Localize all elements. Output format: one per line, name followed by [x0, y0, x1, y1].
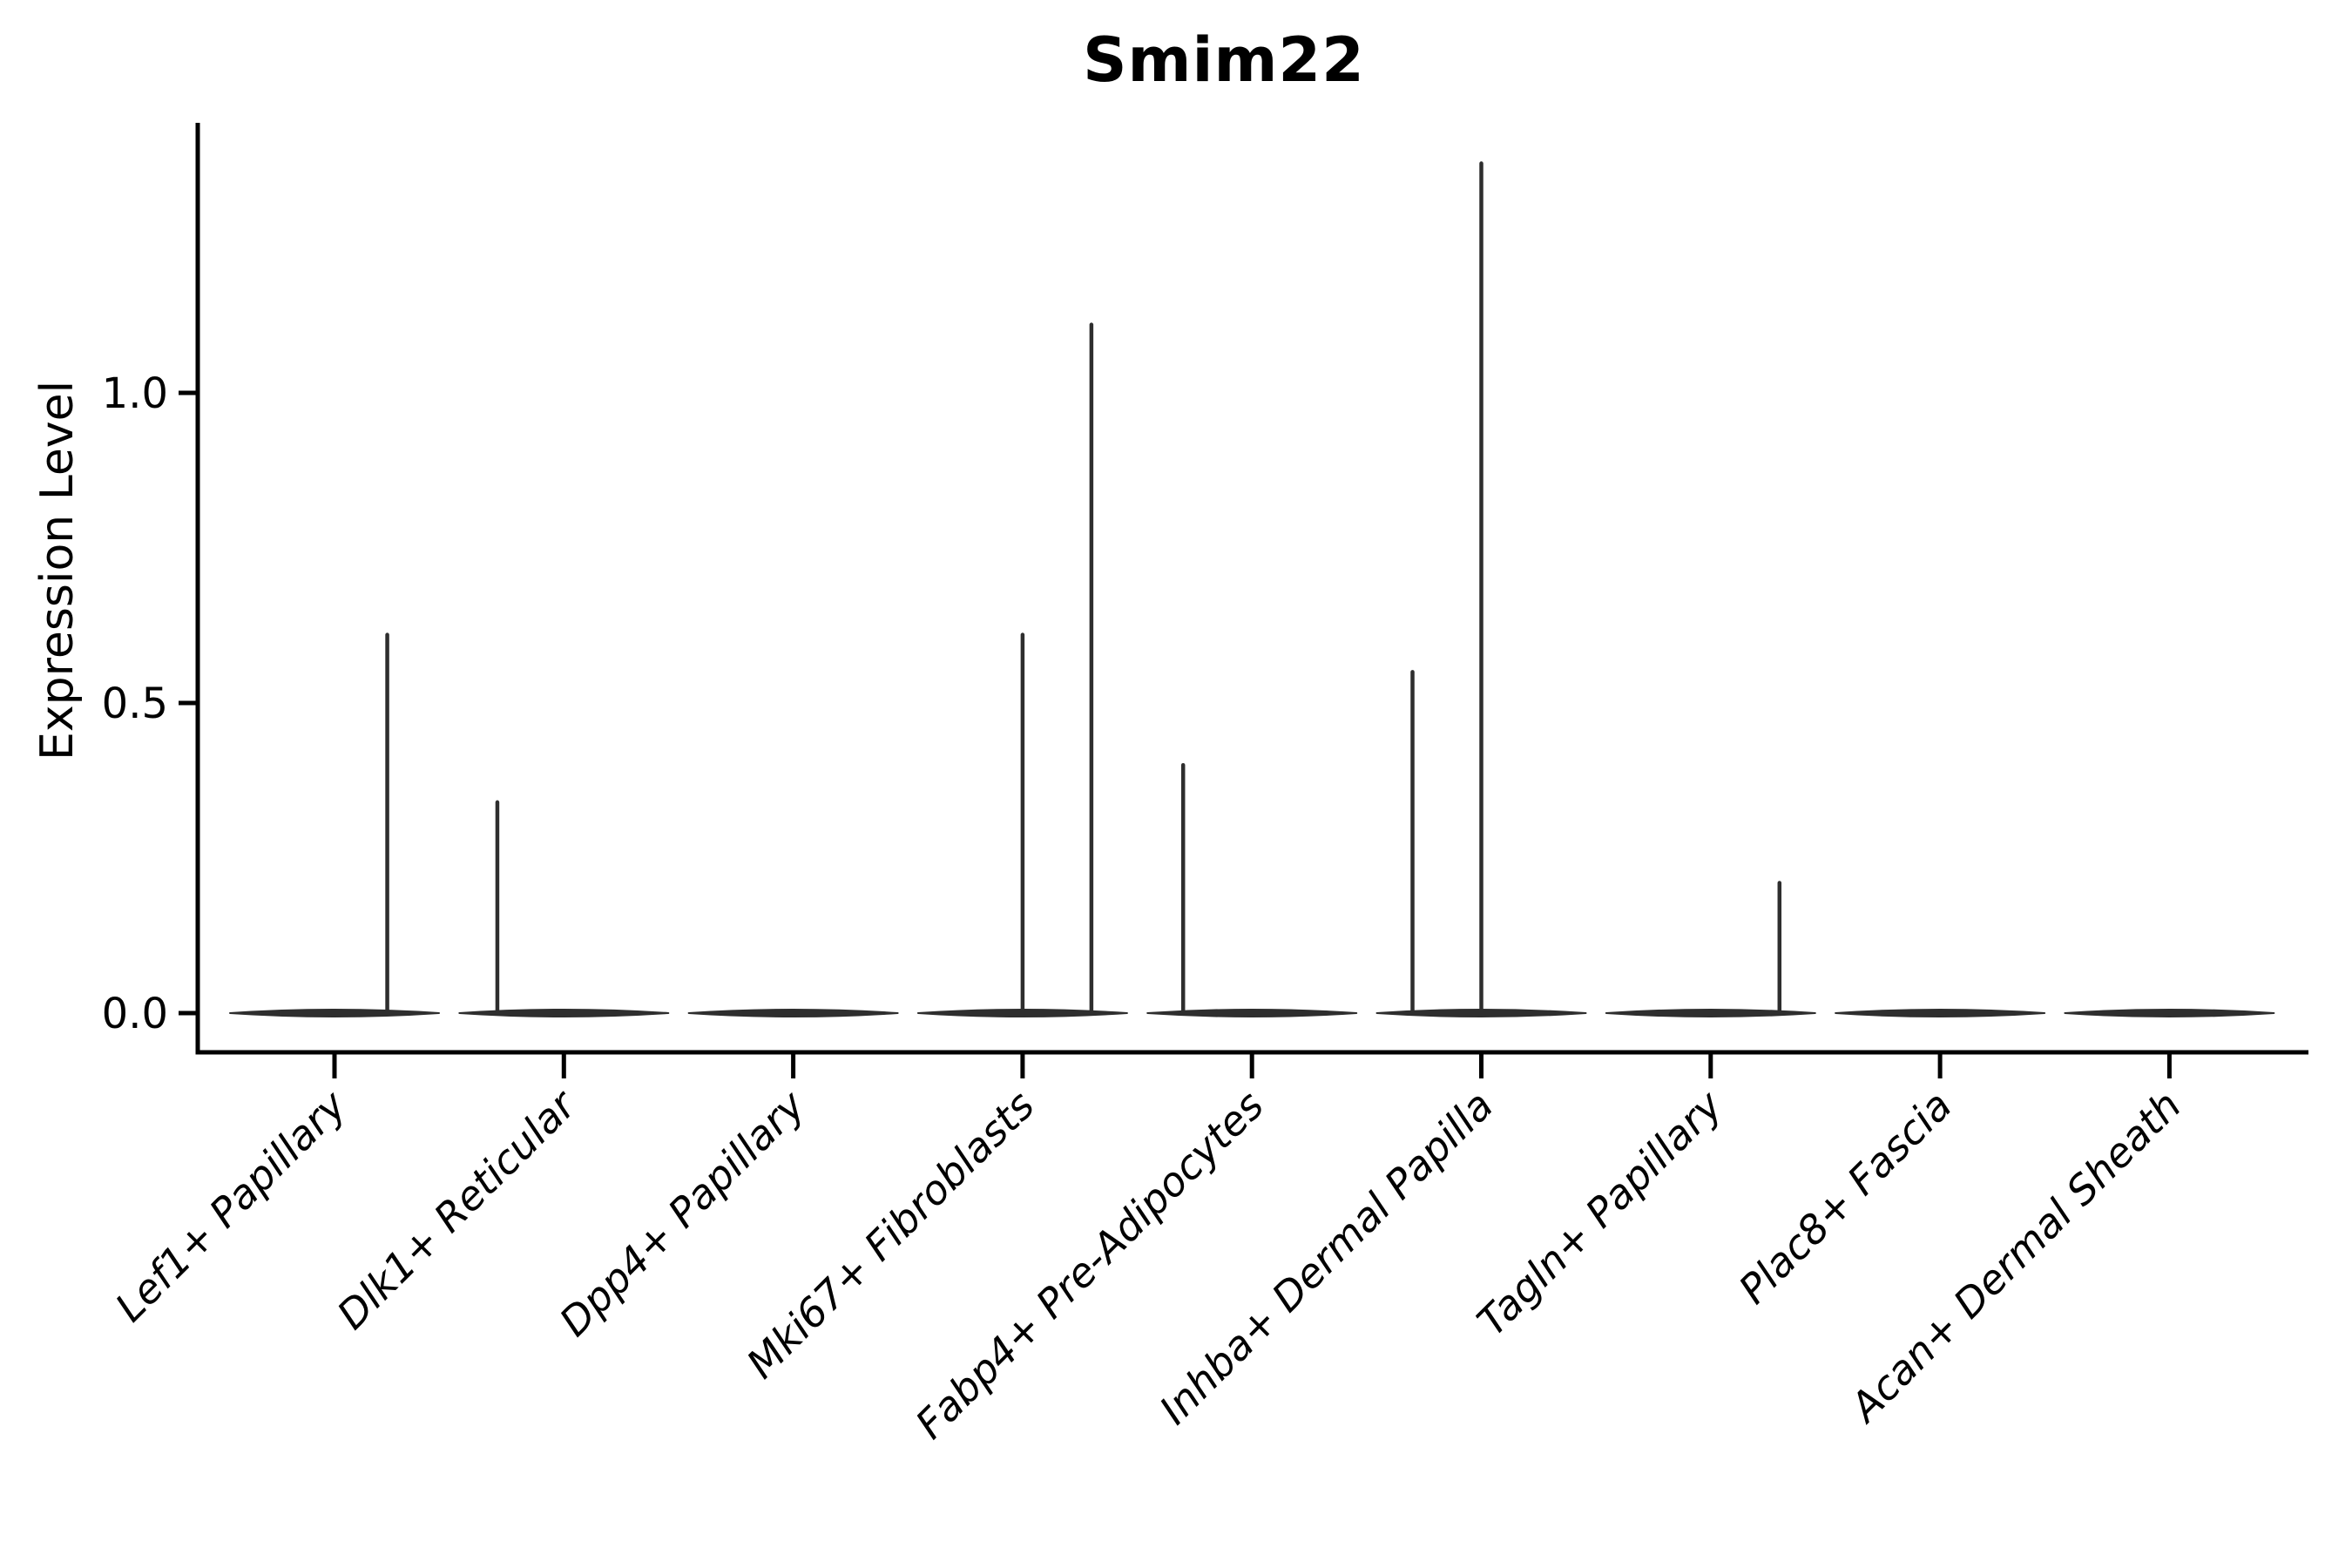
violin-zero-band [2064, 1009, 2275, 1017]
y-tick-label: 0.0 [102, 990, 168, 1038]
violin-zero-band [458, 1009, 670, 1017]
violin-zero-band [687, 1009, 899, 1017]
violin-zero-band [1835, 1009, 2046, 1017]
x-tick-label: Tagln+ Papillary [1468, 1081, 1732, 1345]
chart-title: Smim22 [1083, 24, 1365, 96]
violin-zero-band [1146, 1009, 1358, 1017]
y-tick-label: 1.0 [102, 369, 168, 418]
x-tick-label: Dlk1+ Reticular [328, 1079, 586, 1338]
x-tick-label: Dpp4+ Papillary [551, 1081, 814, 1345]
x-tick-label: Lef1+ Papillary [106, 1081, 355, 1330]
violin-zero-band [1605, 1009, 1816, 1017]
x-tick-label: Plac8+ Fascia [1729, 1082, 1960, 1313]
y-tick-label: 0.5 [102, 679, 168, 728]
violin-zero-band [229, 1009, 440, 1017]
